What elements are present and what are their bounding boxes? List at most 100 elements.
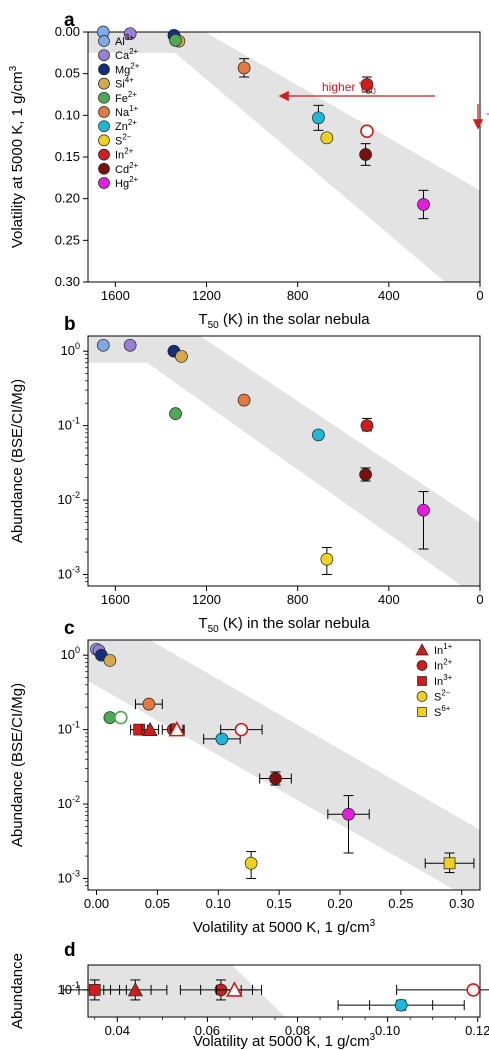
y-tick-label: 10-3 — [58, 868, 80, 885]
legend-marker — [98, 134, 110, 147]
panel-b-points — [96, 338, 430, 575]
legend-marker — [417, 707, 427, 717]
x-tick-label: 1200 — [192, 288, 221, 303]
panel-a-band — [88, 32, 480, 282]
y-tick-label: 10-1 — [58, 980, 80, 997]
panel-d-label: d — [64, 940, 76, 961]
y-tick-label: 0.15 — [55, 149, 80, 164]
panel-b-ylabel: Abundance (BSE/CI/Mg) — [9, 379, 26, 543]
point-in2-s2- — [234, 722, 249, 737]
legend-label: Na1+ — [115, 104, 139, 119]
panel-a-ticks: 1600 1200 800 400 0 0.00 0.05 0.10 0.15 0.20 0.25 0… — [55, 24, 484, 303]
point-cd2- — [359, 148, 372, 161]
legend-label: Cd2+ — [115, 161, 139, 176]
panel-d-xlabel: Volatility at 5000 K, 1 g/cm3 — [193, 1032, 376, 1050]
legend-label: S2− — [115, 132, 132, 147]
legend-marker — [98, 35, 110, 47]
legend-marker — [98, 91, 110, 104]
point-ca2- — [123, 27, 137, 41]
y-tick-label: 10-3 — [58, 564, 80, 581]
point-si4- — [175, 350, 188, 363]
point-si4- — [103, 654, 117, 667]
x-tick-label: 0.15 — [266, 896, 291, 911]
legend-label: Ca2+ — [115, 47, 139, 62]
legend-marker — [98, 148, 110, 161]
x-tick-label: 800 — [287, 592, 309, 607]
gray-band — [88, 640, 480, 890]
y-tick-label: 100 — [61, 341, 80, 358]
x-tick-label: 1200 — [192, 592, 221, 607]
panel-b-xlabel: T50 (K) in the solar nebula — [198, 615, 370, 635]
point-in2- — [360, 78, 374, 91]
panel-d-band — [88, 965, 285, 1017]
point-al3- — [96, 338, 110, 352]
point-in1- — [127, 982, 143, 997]
x-tick-label: 0.06 — [195, 1023, 220, 1038]
panel-a-xlabel: T50 (K) in the solar nebula — [198, 311, 370, 331]
point-in2-s2- — [466, 983, 481, 997]
x-tick-label: 0.12 — [465, 1023, 489, 1038]
panel-b-ticks: 1600 1200 800 400 0 100 10-1 10-2 10-3 — [58, 341, 484, 607]
x-tick-label: 800 — [287, 288, 309, 303]
legend-label: S6+ — [434, 704, 451, 719]
x-tick-label: 0.20 — [327, 896, 352, 911]
panel-d-frame — [87, 964, 481, 1018]
panel-c-xlabel: Volatility at 5000 K, 1 g/cm3 — [193, 918, 376, 936]
legend-label: In2+ — [115, 147, 134, 162]
panel-a-ylabel: Volatility at 5000 K, 1 g/cm3 — [8, 65, 26, 248]
point-na1- — [237, 61, 251, 75]
gray-band — [88, 965, 285, 1017]
legend-marker — [416, 691, 428, 702]
y-tick-label: 0.00 — [55, 24, 80, 39]
point-fe2- — [169, 407, 182, 420]
panel-a: a 1600 1200 800 400 0 0.00 0.05 0.10 0.15 0.20 0.2… — [8, 10, 489, 331]
point-hg2- — [417, 198, 430, 211]
y-tick-label: 0.10 — [55, 107, 80, 122]
point-fe2-alt — [114, 710, 128, 725]
y-tick-label: 0.05 — [55, 66, 80, 81]
panel-b-frame — [87, 335, 481, 587]
point-hg2- — [342, 807, 355, 821]
legend-label: Zn2+ — [115, 118, 137, 133]
y-tick-label: 10-1 — [58, 416, 80, 433]
point-zn2- — [312, 428, 325, 442]
legend-marker — [98, 177, 110, 189]
y-tick-label: 0.20 — [55, 191, 80, 206]
legend-label: S2− — [434, 689, 451, 704]
x-tick-label: 1600 — [101, 288, 130, 303]
point-in1- — [142, 721, 158, 736]
x-tick-label: 0.10 — [206, 896, 231, 911]
y-tick-label: 10-2 — [58, 490, 80, 507]
x-tick-label: 400 — [378, 288, 400, 303]
x-tick-label: 0 — [476, 288, 483, 303]
gray-band — [88, 32, 480, 282]
legend-marker — [98, 106, 110, 118]
y-tick-label: 100 — [61, 645, 80, 662]
x-tick-label: 0.25 — [388, 896, 413, 911]
point-in3- — [88, 984, 101, 996]
panel-c-points — [90, 642, 475, 879]
legend-label: Hg2+ — [115, 175, 139, 190]
legend-marker — [98, 49, 110, 62]
point-fe2- — [169, 33, 182, 47]
x-tick-label: 0.08 — [285, 1023, 310, 1038]
legend-label: In2+ — [434, 658, 453, 673]
gray-band — [88, 336, 480, 586]
x-tick-label: 0.00 — [84, 896, 109, 911]
point-in2-tri — [226, 981, 243, 997]
x-tick-label: 0.10 — [375, 1023, 400, 1038]
legend-marker — [98, 77, 110, 90]
panel-c-frame — [87, 639, 481, 891]
annotation-plus-s: + S2− — [486, 105, 489, 121]
x-tick-label: 400 — [378, 592, 400, 607]
legend-label: Mg2+ — [115, 61, 140, 76]
panel-d-points — [62, 979, 489, 1012]
point-na1- — [142, 697, 156, 711]
panel-d: d 0.04 0.06 0.08 0.10 0.12 10-1 Volatility at… — [9, 940, 489, 1050]
x-tick-label: 1600 — [101, 592, 130, 607]
point-na1- — [237, 393, 251, 407]
legend-label: In3+ — [434, 673, 453, 688]
legend-marker — [98, 162, 110, 175]
panel-d-ylabel: Abundance — [9, 953, 26, 1029]
point-s2- — [244, 856, 258, 870]
